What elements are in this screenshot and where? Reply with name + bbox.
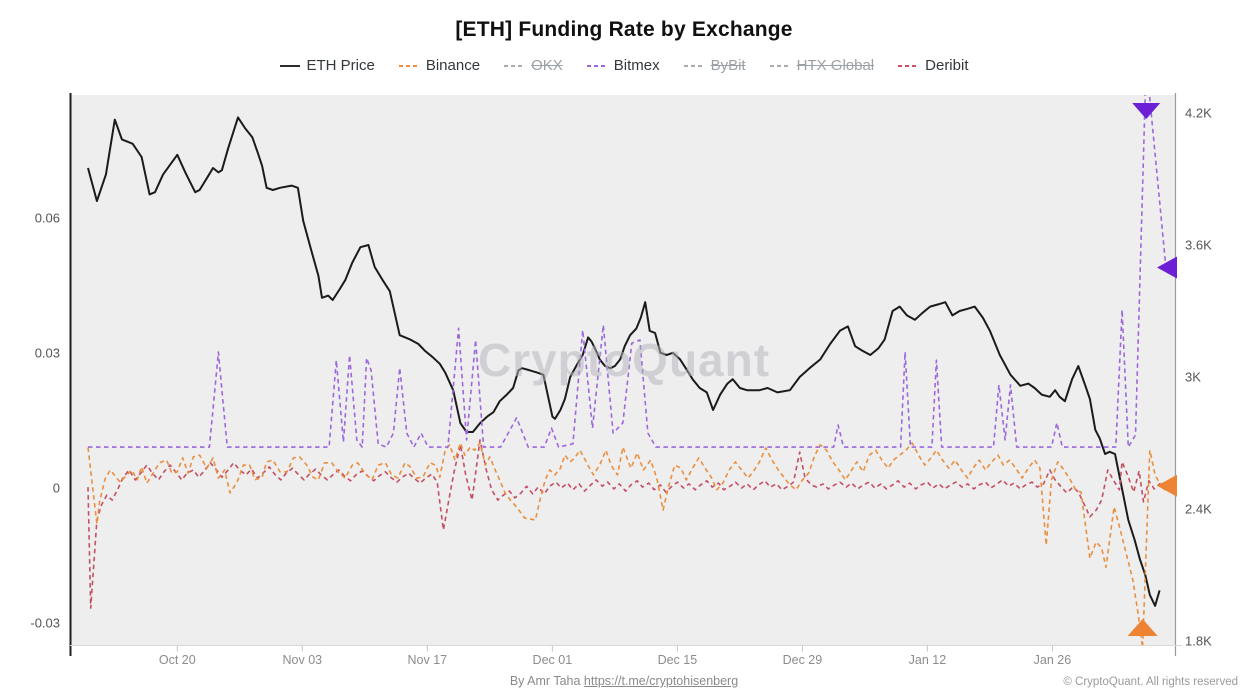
right-axis-tick-label: 1.8K [1185, 634, 1212, 649]
legend-item-deribit[interactable]: Deribit [898, 57, 969, 74]
x-tick-label: Dec 29 [783, 653, 823, 667]
htx-global-line-swatch-icon [769, 64, 790, 67]
legend-label: OKX [531, 57, 563, 74]
binance-offscale-bottom-marker-icon [1127, 619, 1158, 636]
page-title: [ETH] Funding Rate by Exchange [455, 18, 793, 41]
bybit-line-swatch-icon [683, 64, 704, 67]
eth-price-line [87, 116, 1161, 607]
legend-label: ETH Price [306, 57, 375, 74]
legend-item-bybit[interactable]: ByBit [683, 57, 746, 74]
x-tick-label: Jan 26 [1034, 653, 1072, 667]
x-tick-label: Nov 17 [408, 653, 448, 667]
binance-line [87, 442, 1166, 645]
legend-label: ByBit [710, 57, 746, 74]
telegram-link[interactable]: https://t.me/cryptohisenberg [583, 674, 739, 688]
binance-last-value-arrow-icon [1157, 474, 1177, 497]
eth-price-line-swatch-icon [279, 64, 300, 67]
left-axis-tick-label: 0 [53, 481, 60, 496]
okx-line-swatch-icon [504, 64, 525, 67]
legend-label: Bitmex [613, 57, 660, 74]
bitmex-last-value-arrow-icon [1157, 256, 1177, 279]
deribit-line-swatch-icon [898, 64, 919, 67]
legend-item-eth-price[interactable]: ETH Price [279, 57, 375, 74]
byline: By Amr Taha https://t.me/cryptohisenberg [0, 674, 1248, 688]
copyright: © CryptoQuant. All rights reserved [1063, 676, 1238, 688]
x-tick-label: Nov 03 [283, 653, 323, 667]
legend: ETH Price Binance OKX Bitmex ByBit HTX Global… [0, 57, 1248, 74]
x-tick-label: Oct 20 [159, 653, 196, 667]
left-axis-tick-label: 0.06 [35, 211, 60, 226]
legend-item-okx[interactable]: OKX [504, 57, 563, 74]
legend-label: Deribit [925, 57, 969, 74]
legend-label: HTX Global [796, 57, 875, 74]
plot-area [70, 95, 1175, 645]
x-tick-label: Jan 12 [909, 653, 947, 667]
legend-item-bitmex[interactable]: Bitmex [586, 57, 660, 74]
right-axis-tick-label: 4.2K [1185, 106, 1212, 121]
binance-line-swatch-icon [398, 64, 419, 67]
byline-text: By Amr Taha [509, 674, 584, 688]
legend-label: Binance [425, 57, 481, 74]
right-axis-tick-label: 2.4K [1185, 502, 1212, 517]
x-tick-label: Dec 01 [533, 653, 573, 667]
x-tick-label: Dec 15 [658, 653, 698, 667]
bitmex-offscale-top-marker-icon [1132, 103, 1161, 119]
left-axis-tick-label: -0.03 [30, 616, 60, 631]
legend-item-binance[interactable]: Binance [398, 57, 481, 74]
legend-item-htx-global[interactable]: HTX Global [769, 57, 875, 74]
right-axis-tick-label: 3K [1185, 370, 1201, 385]
bitmex-line-swatch-icon [586, 64, 607, 67]
bitmex-line [88, 95, 1167, 448]
left-axis-tick-label: 0.03 [35, 346, 60, 361]
right-axis-tick-label: 3.6K [1185, 238, 1212, 253]
deribit-line [87, 439, 1166, 609]
